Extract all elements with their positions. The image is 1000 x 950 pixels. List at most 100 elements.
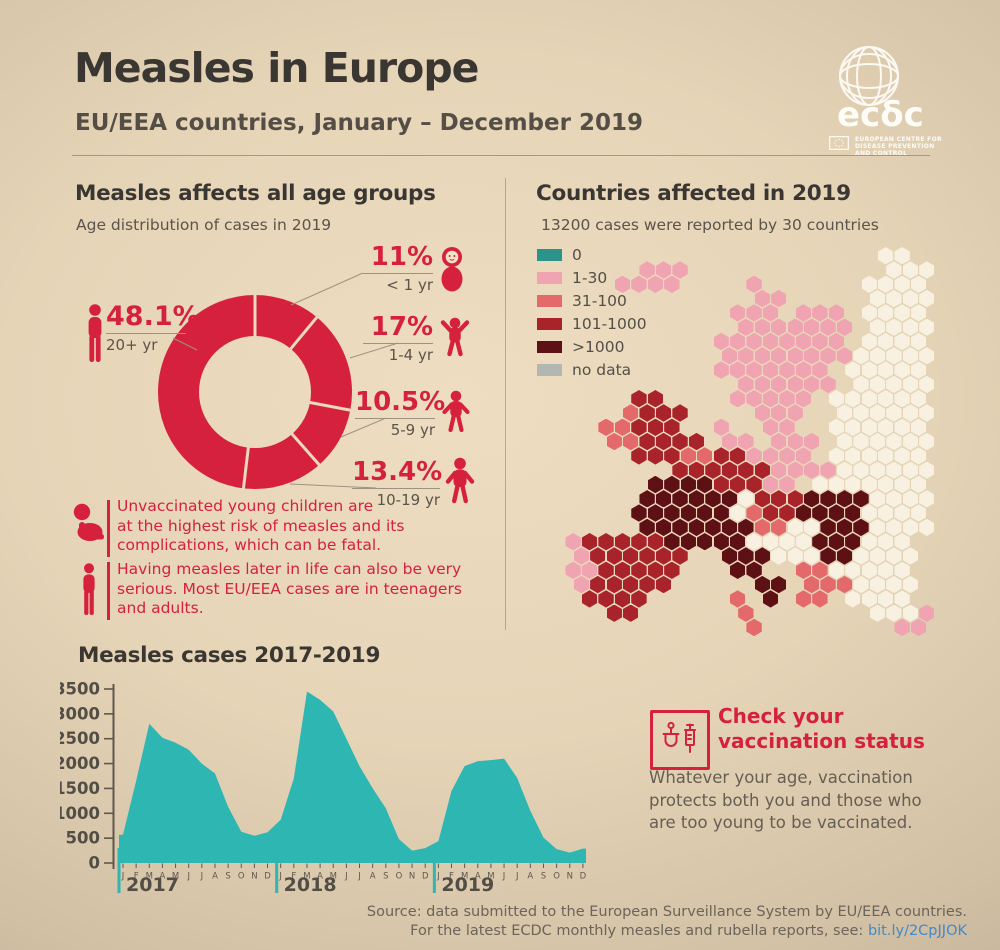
map-hex (779, 533, 795, 551)
map-hex (672, 461, 688, 479)
month-letter: N (409, 872, 415, 882)
year-separator (117, 848, 121, 893)
map-hex (590, 575, 606, 594)
note-line: Unvaccinated young children are (117, 497, 374, 515)
map-hex (631, 418, 647, 436)
map-hex (869, 432, 886, 451)
map-hex (705, 461, 721, 479)
donut-pct: 48.1% (106, 301, 200, 334)
map-hex (812, 361, 828, 379)
map-hex (729, 447, 746, 465)
map-hex (787, 461, 803, 479)
map-hex (902, 604, 919, 622)
map-hex (771, 318, 787, 336)
footer-link[interactable]: bit.ly/2CpJJOK (867, 923, 967, 939)
map-hex (902, 375, 919, 394)
map-hex (828, 332, 845, 351)
map-hex (729, 332, 746, 351)
map-hex (894, 275, 910, 293)
map-hex (853, 518, 869, 537)
donut-label-20plus: 48.1% 20+ yr (106, 301, 200, 354)
map-hex (828, 390, 845, 408)
map-hex (828, 561, 845, 579)
map-hex (738, 604, 754, 622)
legend-label: 0 (572, 246, 582, 264)
map-hex (820, 461, 836, 479)
map-hex (919, 375, 935, 394)
map-hex (919, 404, 935, 422)
month-letter: A (317, 872, 323, 882)
map-hex (623, 432, 639, 451)
map-hex (910, 418, 927, 436)
legend-swatch (537, 318, 562, 330)
map-hex (565, 561, 581, 579)
donut-range: 5-9 yr (390, 421, 435, 439)
map-hex (919, 518, 935, 537)
month-letter: D (422, 872, 429, 882)
map-hex (680, 475, 696, 494)
map-hex (828, 504, 845, 522)
map-hex (779, 332, 795, 351)
map-hex (894, 475, 910, 494)
map-hex (639, 575, 655, 594)
trend-area-chart: 05001000150020002500300035002017JFMAMJJA… (60, 680, 587, 897)
map-hex (713, 447, 729, 465)
donut-segment-gap (241, 441, 251, 494)
map-hex (664, 504, 680, 522)
map-hex (886, 547, 902, 565)
month-letter: A (370, 872, 376, 882)
month-letter: A (527, 872, 533, 882)
map-hex (721, 461, 738, 479)
legend-row: 1-30 (537, 269, 677, 289)
map-hex (746, 618, 762, 637)
map-hex (878, 304, 894, 322)
y-tick-label: 0 (89, 854, 100, 873)
year-label: 2019 (441, 874, 494, 896)
map-hex (771, 575, 787, 594)
note-line: and adults. (117, 599, 204, 617)
map-hex (647, 447, 664, 465)
map-hex (729, 533, 746, 551)
donut-pct: 17% (363, 313, 433, 344)
map-hex (902, 347, 919, 365)
legend-label: no data (572, 361, 632, 379)
map-hex (919, 490, 935, 508)
map-hex (779, 447, 795, 465)
vaccination-body-line: Whatever your age, vaccination (649, 768, 913, 787)
teen-icon (443, 457, 477, 507)
map-hex (746, 275, 762, 293)
map-hex (746, 561, 762, 579)
donut-label-1-4: 17% 1-4 yr (363, 313, 433, 364)
trend-heading: Measles cases 2017-2019 (78, 643, 381, 668)
map-hex (762, 475, 779, 494)
map-hex (787, 490, 803, 508)
map-hex (762, 504, 779, 522)
toddler-icon (438, 317, 472, 361)
map-hex (688, 461, 705, 479)
map-hex (787, 404, 803, 422)
month-letter: A (212, 872, 218, 882)
map-hex (787, 547, 803, 565)
map-hex (845, 533, 861, 551)
map-hex (713, 332, 729, 351)
sitting-baby-icon (72, 502, 106, 542)
map-hex (713, 504, 729, 522)
map-hex (688, 432, 705, 451)
map-hex (812, 533, 828, 551)
map-hex (886, 289, 902, 308)
map-hex (590, 547, 606, 565)
map-hex (606, 604, 622, 622)
map-hex (902, 261, 919, 279)
map-hex (705, 490, 721, 508)
y-tick-label: 3000 (60, 704, 100, 723)
map-hex (639, 490, 655, 508)
map-hex (664, 275, 680, 293)
map-hex (664, 447, 680, 465)
map-hex (606, 575, 622, 594)
map-hex (762, 447, 779, 465)
map-hex (762, 390, 779, 408)
map-hex (894, 533, 910, 551)
donut-segment-gap (286, 428, 324, 470)
map-hex (754, 461, 770, 479)
map-hex (713, 475, 729, 494)
